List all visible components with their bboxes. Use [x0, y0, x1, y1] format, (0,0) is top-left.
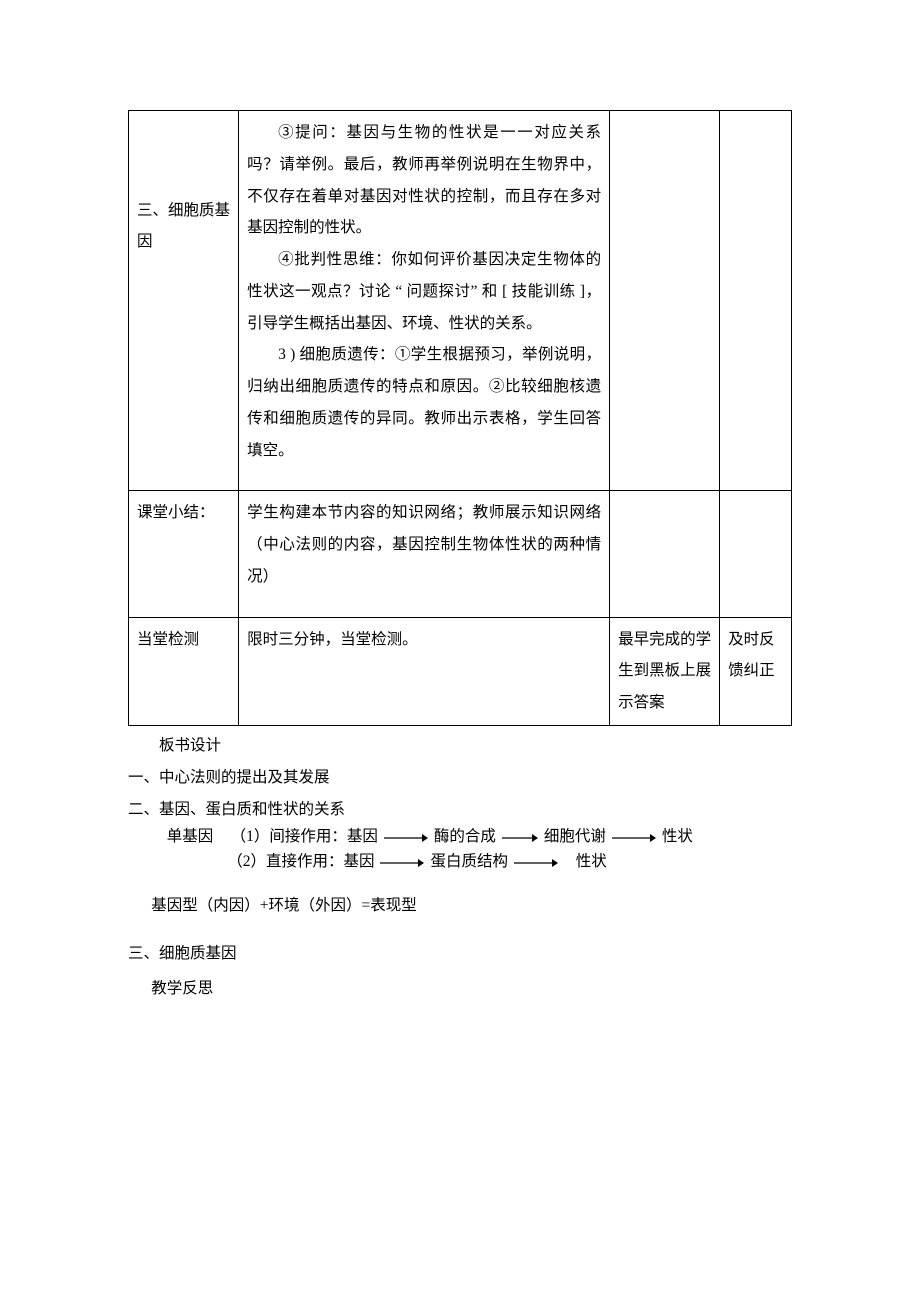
section-1: 一、中心法则的提出及其发展	[128, 762, 792, 794]
gene-diagram: 单基因 （1）间接作用：基因 酶的合成 细胞代谢 性状 （2）直接作用：基因 蛋…	[128, 825, 792, 875]
row2-col3	[610, 491, 720, 617]
arrow-icon	[502, 833, 538, 843]
row1-col4	[720, 111, 792, 491]
row2-col4	[720, 491, 792, 617]
row1-prefix: （1）间接作用：基因	[231, 825, 378, 850]
board-design-title: 板书设计	[128, 730, 792, 762]
row1-col1-label: 三、细胞质基因	[137, 195, 230, 259]
equation-line: 基因型（内因）+环境（外因）=表现型	[128, 890, 792, 922]
arrow-icon	[384, 833, 428, 843]
row1-para3: 3 ) 细胞质遗传：①学生根据预习，举例说明，归纳出细胞质遗传的特点和原因。②比…	[247, 339, 601, 466]
table-row: 课堂小结： 学生构建本节内容的知识网络；教师展示知识网络（中心法则的内容，基因控…	[129, 491, 792, 617]
section-2: 二、基因、蛋白质和性状的关系	[128, 794, 792, 826]
diagram-row-1: 单基因 （1）间接作用：基因 酶的合成 细胞代谢 性状	[167, 825, 792, 850]
row2-col2: 学生构建本节内容的知识网络；教师展示知识网络（中心法则的内容，基因控制生物体性状…	[247, 497, 601, 592]
row1-n4: 性状	[662, 825, 693, 850]
diagram-row-2: （2）直接作用：基因 蛋白质结构 性状	[167, 850, 792, 875]
row1-n3: 细胞代谢	[544, 825, 606, 850]
teaching-reflection: 教学反思	[128, 973, 792, 1005]
lesson-plan-table: 三、细胞质基因 ③提问：基因与生物的性状是一一对应关系吗？请举例。最后，教师再举…	[128, 110, 792, 726]
row1-col3	[610, 111, 720, 491]
arrow-icon	[612, 833, 656, 843]
row2-n2: 蛋白质结构	[430, 850, 508, 875]
row1-para2: ④批判性思维：你如何评价基因决定生物体的性状这一观点？讨论 “ 问题探讨” 和 …	[247, 244, 601, 339]
row2-prefix: （2）直接作用：基因	[227, 850, 374, 875]
row1-para1: ③提问：基因与生物的性状是一一对应关系吗？请举例。最后，教师再举例说明在生物界中…	[247, 117, 601, 244]
arrow-icon	[514, 858, 558, 868]
table-row: 三、细胞质基因 ③提问：基因与生物的性状是一一对应关系吗？请举例。最后，教师再举…	[129, 111, 792, 491]
row3-col1: 当堂检测	[129, 617, 239, 725]
arrow-icon	[380, 858, 424, 868]
row1-n2: 酶的合成	[434, 825, 496, 850]
single-gene-label: 单基因	[167, 825, 214, 850]
row2-n3: 性状	[576, 850, 607, 875]
table-row: 当堂检测 限时三分钟，当堂检测。 最早完成的学生到黑板上展示答案 及时反馈纠正	[129, 617, 792, 725]
row3-col2: 限时三分钟，当堂检测。	[239, 617, 610, 725]
row3-col3: 最早完成的学生到黑板上展示答案	[610, 617, 720, 725]
section-3: 三、细胞质基因	[128, 938, 792, 970]
row2-col1: 课堂小结：	[129, 491, 239, 617]
row3-col4: 及时反馈纠正	[720, 617, 792, 725]
